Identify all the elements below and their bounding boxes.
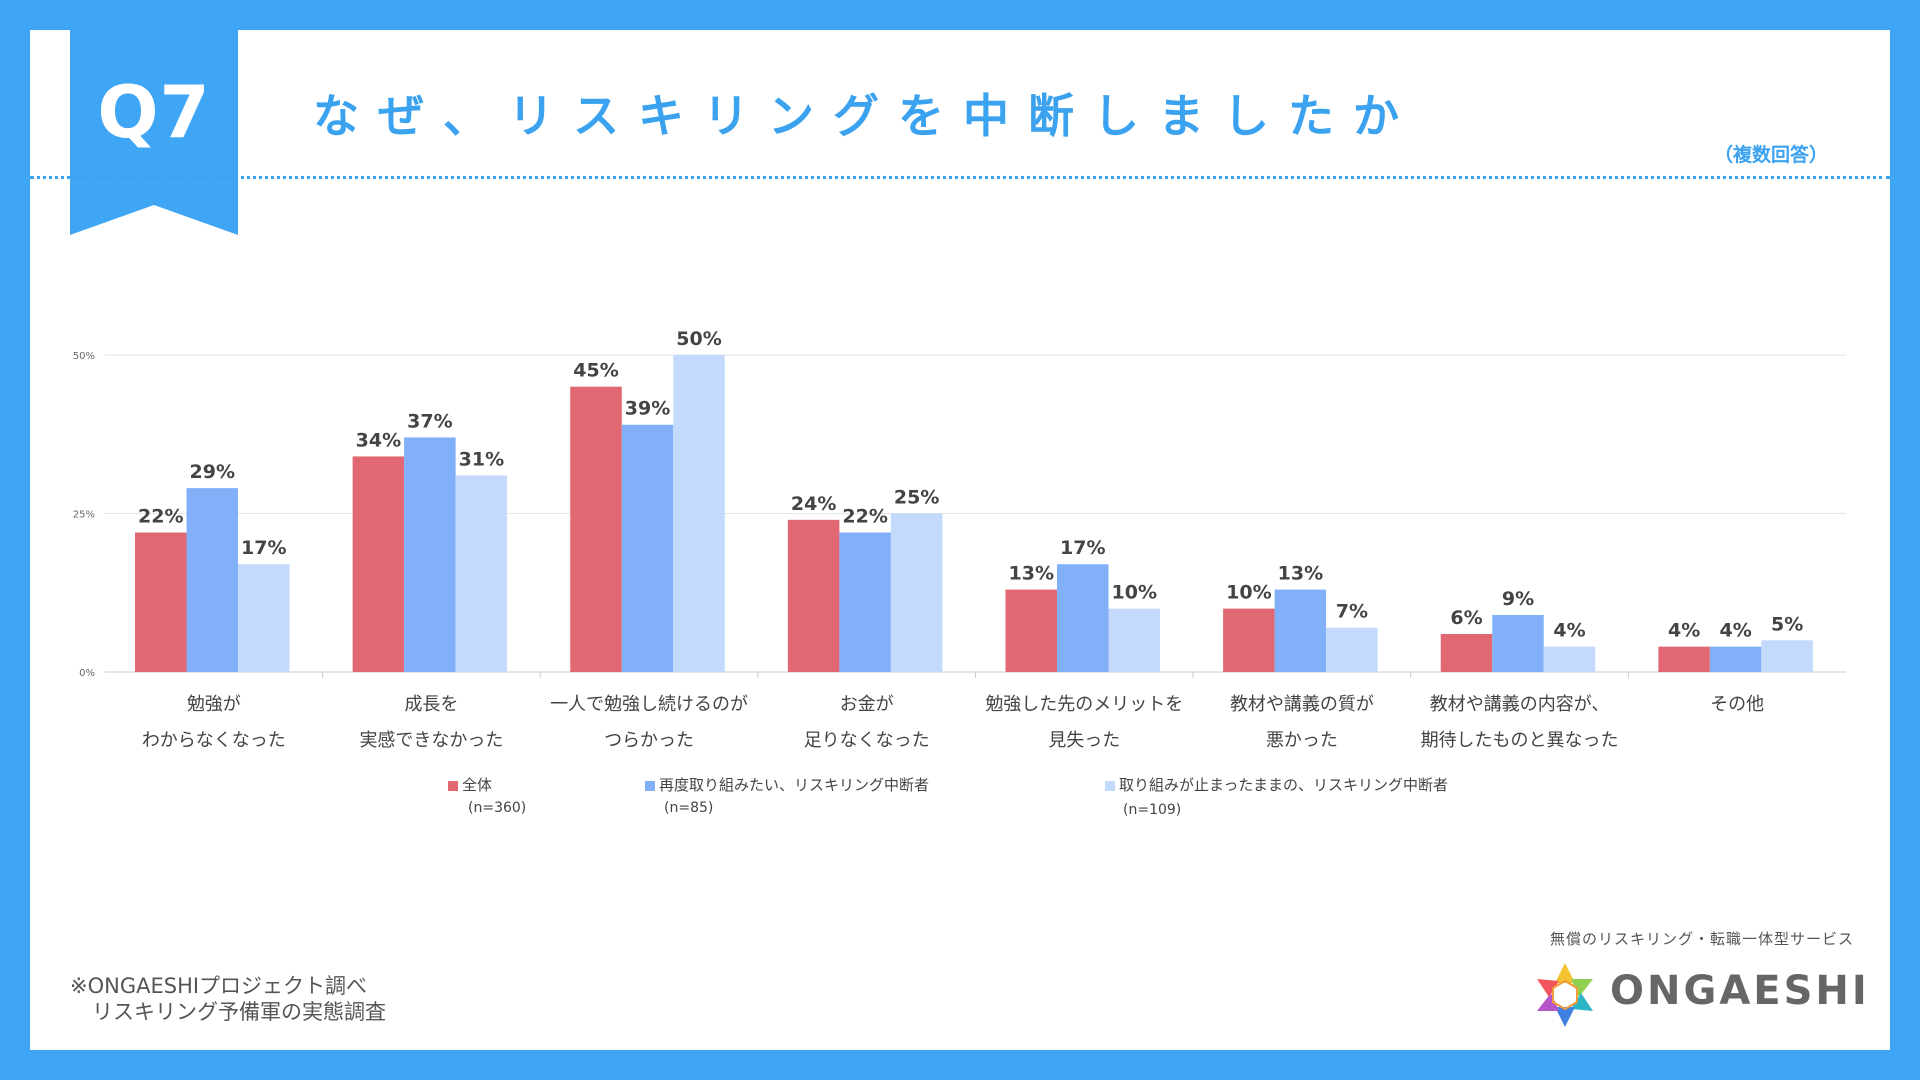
brand-name: ONGAESHI bbox=[1610, 968, 1870, 1014]
bar bbox=[1326, 627, 1378, 672]
chart-card: Q7 なぜ、リスキリングを中断しましたか （複数回答） 0% 25% 50% 22% 2… bbox=[30, 30, 1890, 1050]
x-category-label: わからなくなった bbox=[142, 730, 286, 751]
x-category-label: つらかった bbox=[604, 730, 694, 751]
data-label: 22% bbox=[138, 506, 183, 528]
bar bbox=[186, 488, 238, 672]
data-label: 24% bbox=[791, 493, 836, 515]
data-label: 37% bbox=[407, 410, 452, 432]
answer-note: （複数回答） bbox=[1713, 144, 1828, 166]
x-category-label: その他 bbox=[1710, 694, 1764, 715]
x-category-label: 勉強した先のメリットを bbox=[985, 694, 1183, 715]
x-category-label: 実感できなかった bbox=[359, 730, 503, 751]
page-title: なぜ、リスキリングを中断しましたか bbox=[313, 89, 1418, 143]
bar bbox=[1492, 614, 1544, 672]
data-label: 17% bbox=[241, 537, 286, 559]
bar bbox=[890, 513, 943, 672]
data-label: 25% bbox=[894, 487, 939, 509]
legend-n-stopped: (n=109) bbox=[1123, 802, 1182, 818]
y-tick-label: 50% bbox=[73, 351, 95, 362]
x-category-label: 悪かった bbox=[1266, 730, 1338, 751]
bar bbox=[455, 475, 508, 672]
tagline: 無償のリスキリング・転職一体型サービス bbox=[1549, 930, 1854, 948]
bar bbox=[1658, 646, 1710, 672]
y-tick-label: 25% bbox=[73, 510, 95, 521]
bar bbox=[673, 355, 725, 672]
data-label: 50% bbox=[676, 328, 721, 350]
bar bbox=[1440, 633, 1493, 672]
bar bbox=[1543, 646, 1596, 672]
data-label: 4% bbox=[1719, 620, 1751, 642]
bar bbox=[570, 386, 622, 672]
data-label: 4% bbox=[1668, 620, 1700, 642]
legend-swatch-retry bbox=[645, 780, 655, 791]
data-label: 10% bbox=[1226, 582, 1271, 604]
data-label: 13% bbox=[1278, 563, 1323, 585]
data-label: 31% bbox=[459, 448, 504, 470]
bar bbox=[787, 519, 840, 672]
data-label: 10% bbox=[1112, 582, 1157, 604]
x-category-label: 一人で勉強し続けるのが bbox=[550, 694, 748, 715]
data-label: 4% bbox=[1553, 620, 1585, 642]
bar bbox=[1108, 608, 1160, 672]
data-label: 6% bbox=[1450, 607, 1482, 629]
bar bbox=[1761, 640, 1813, 672]
legend-n-retry: (n=85) bbox=[664, 800, 714, 816]
x-category-label: 教材や講義の質が bbox=[1230, 694, 1374, 715]
legend-item-retry: 再度取り組みたい、リスキリング中断者 bbox=[645, 774, 929, 795]
bar bbox=[1005, 589, 1057, 672]
data-label: 34% bbox=[356, 429, 401, 451]
ongaeshi-logo-icon bbox=[1537, 963, 1593, 1027]
legend-label-retry: 再度取り組みたい、リスキリング中断者 bbox=[659, 776, 930, 794]
bar bbox=[839, 532, 891, 672]
legend-item-all: 全体 bbox=[448, 774, 492, 795]
x-category-label: 見失った bbox=[1048, 730, 1120, 751]
legend-n-all: (n=360) bbox=[468, 800, 527, 816]
x-category-label: 教材や講義の内容が、 bbox=[1430, 694, 1610, 715]
bar bbox=[1274, 589, 1327, 672]
title-divider bbox=[30, 176, 1890, 179]
legend-label-all: 全体 bbox=[462, 776, 493, 794]
y-tick-label: 0% bbox=[79, 668, 95, 679]
x-category-label: お金が bbox=[840, 694, 894, 715]
data-label: 29% bbox=[190, 461, 235, 483]
x-category-label: 足りなくなった bbox=[804, 730, 930, 751]
source-note: ※ONGAESHIプロジェクト調べ bbox=[70, 974, 368, 998]
bar bbox=[621, 424, 674, 672]
data-label: 9% bbox=[1502, 588, 1534, 610]
bar bbox=[1223, 608, 1275, 672]
x-category-label: 勉強が bbox=[187, 694, 241, 715]
survey-name: リスキリング予備軍の実態調査 bbox=[92, 1000, 386, 1024]
data-label: 7% bbox=[1336, 601, 1368, 623]
question-ribbon bbox=[70, 30, 238, 235]
bar bbox=[1709, 646, 1762, 672]
data-label: 45% bbox=[573, 360, 618, 382]
bar bbox=[1057, 564, 1109, 672]
data-label: 5% bbox=[1771, 613, 1803, 635]
legend-item-stopped: 取り組みが止まったままの、リスキリング中断者 bbox=[1105, 774, 1448, 795]
bar bbox=[352, 456, 405, 672]
question-number: Q7 bbox=[97, 70, 211, 154]
bar bbox=[135, 532, 187, 672]
x-category-label: 期待したものと異なった bbox=[1421, 730, 1619, 751]
legend-label-stopped: 取り組みが止まったままの、リスキリング中断者 bbox=[1119, 776, 1448, 794]
legend-swatch-all bbox=[448, 780, 458, 791]
data-label: 22% bbox=[842, 506, 887, 528]
x-category-label: 成長を bbox=[404, 694, 458, 715]
bar bbox=[404, 437, 456, 672]
legend-swatch-stopped bbox=[1105, 780, 1115, 791]
data-label: 39% bbox=[625, 398, 670, 420]
data-label: 17% bbox=[1060, 537, 1105, 559]
bar bbox=[238, 564, 290, 672]
data-label: 13% bbox=[1009, 563, 1054, 585]
